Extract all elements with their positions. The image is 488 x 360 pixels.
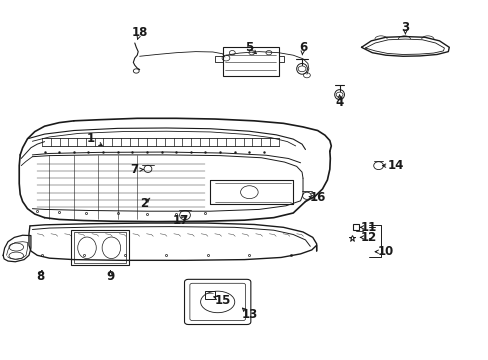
Bar [222, 47, 278, 76]
Text: 14: 14 [386, 159, 403, 172]
Bar [71, 230, 129, 265]
Text: 6: 6 [298, 41, 306, 54]
Text: 17: 17 [173, 214, 189, 227]
Text: 4: 4 [335, 96, 343, 109]
Text: 5: 5 [245, 41, 253, 54]
Text: 18: 18 [131, 27, 147, 40]
Text: 15: 15 [214, 294, 230, 307]
Text: 16: 16 [309, 192, 325, 204]
Text: 13: 13 [241, 308, 257, 321]
Bar [74, 232, 126, 263]
Text: 10: 10 [377, 245, 393, 258]
Text: 11: 11 [360, 221, 376, 234]
Text: 7: 7 [130, 163, 139, 176]
Text: 8: 8 [37, 270, 45, 283]
Text: 12: 12 [360, 231, 376, 244]
Text: 9: 9 [106, 270, 114, 283]
Text: 3: 3 [401, 21, 408, 34]
Text: 1: 1 [87, 132, 95, 145]
Text: 2: 2 [140, 197, 148, 210]
Bar [205, 291, 215, 299]
